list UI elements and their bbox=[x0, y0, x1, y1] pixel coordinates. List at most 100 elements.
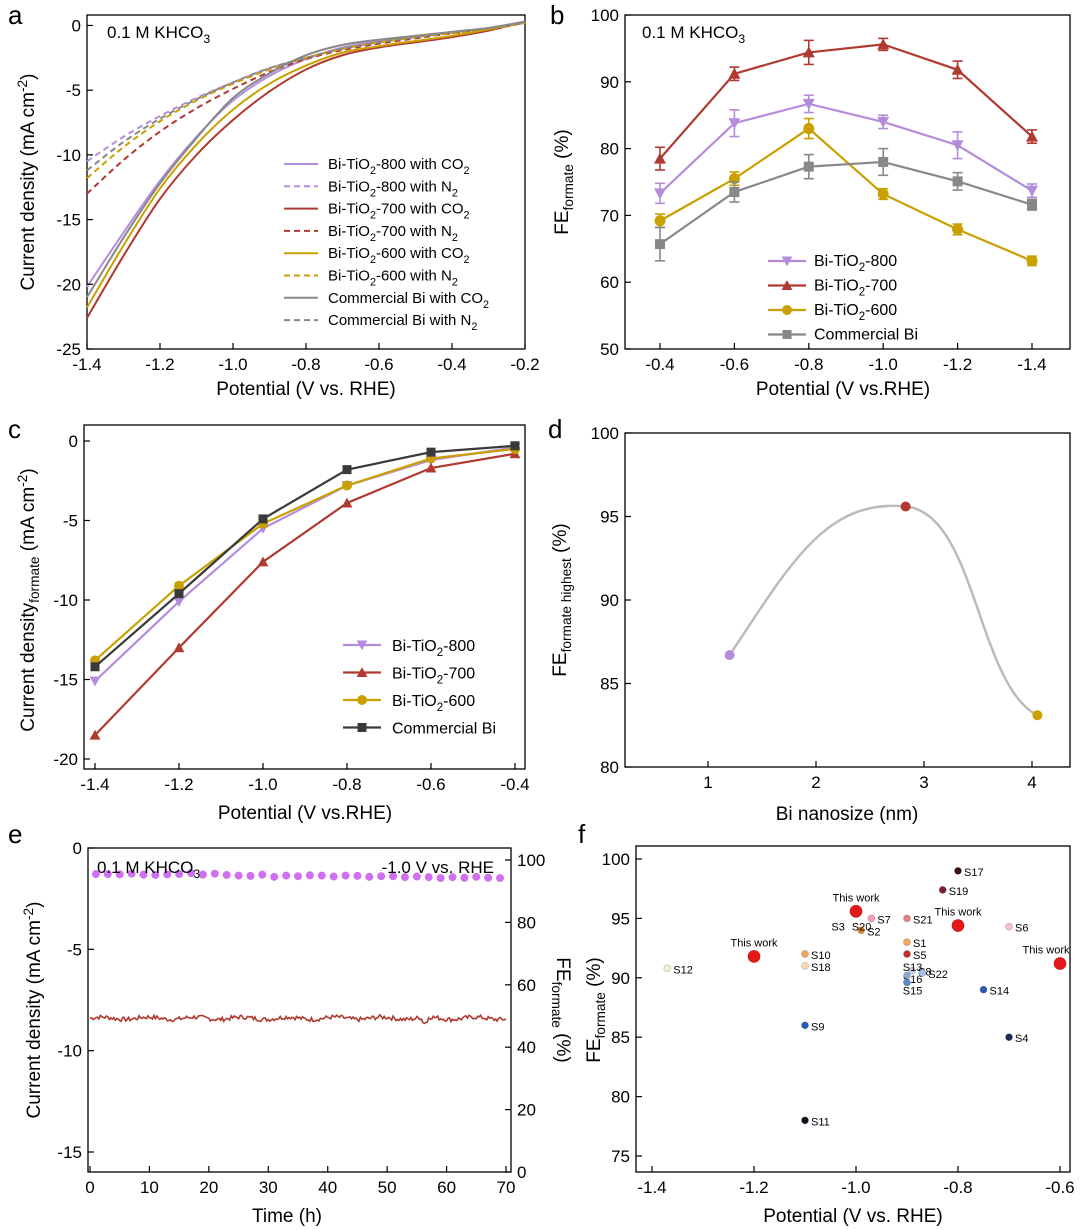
condition-label-part: 0.1 M KHCO bbox=[107, 23, 203, 42]
fe-point bbox=[365, 872, 374, 881]
data-point-b bbox=[654, 152, 666, 164]
data-point-f bbox=[747, 950, 761, 963]
legend-label-part: Bi-TiO bbox=[328, 223, 370, 240]
legend-label-part: 2 bbox=[370, 165, 376, 177]
y-axis-label: FEformate highest (%) bbox=[550, 523, 574, 676]
data-point-f bbox=[979, 985, 988, 994]
point-label: S15 bbox=[903, 986, 923, 998]
data-point-f bbox=[1005, 922, 1013, 931]
x-tick-label: 60 bbox=[437, 1178, 456, 1197]
y2-tick-label: 80 bbox=[517, 913, 536, 932]
x-tick-label: 10 bbox=[140, 1178, 159, 1197]
point-label: S11 bbox=[811, 1116, 830, 1128]
legend-label-part: Bi-TiO bbox=[328, 245, 370, 262]
data-point-b bbox=[654, 188, 666, 200]
point-label: This work bbox=[832, 892, 880, 904]
y-axis-label-part: -2 bbox=[15, 475, 30, 487]
series-line-c-3 bbox=[94, 444, 516, 668]
panel-label: e bbox=[8, 819, 22, 849]
y-tick-label: -10 bbox=[56, 146, 81, 165]
legend-label-part: 2 bbox=[859, 311, 865, 323]
y-tick-label: -15 bbox=[57, 1143, 82, 1162]
data-point-b bbox=[877, 38, 890, 50]
fe-point bbox=[103, 870, 112, 879]
y-axis-label-part: FE bbox=[584, 1038, 605, 1062]
legend-label-part: Bi-TiO bbox=[392, 666, 437, 683]
y-axis-label-part: -2 bbox=[21, 908, 36, 920]
x-tick-label: -0.6 bbox=[416, 775, 445, 794]
data-point-c bbox=[89, 729, 101, 740]
y-tick-label: -20 bbox=[56, 275, 81, 294]
data-point-f bbox=[908, 966, 916, 975]
data-point-c bbox=[342, 465, 352, 475]
legend-label-part: -700 with N bbox=[376, 223, 452, 240]
data-point-f bbox=[1005, 1033, 1013, 1041]
series-line-a-6 bbox=[86, 20, 526, 298]
x-tick-label: -1.2 bbox=[943, 355, 972, 374]
y-tick-label: 80 bbox=[600, 140, 619, 159]
y-axis-label: Current densityformate (mA cm-2) bbox=[15, 468, 42, 731]
legend-label-part: -800 with CO bbox=[376, 156, 464, 173]
y-axis-label-part: ) bbox=[18, 468, 39, 474]
y-axis-label-part: (%) bbox=[552, 129, 573, 164]
y-tick-label: 85 bbox=[600, 675, 619, 694]
x-tick-label: -1.4 bbox=[637, 1178, 666, 1197]
data-point-f bbox=[903, 914, 911, 923]
legend-label-part: 2 bbox=[370, 210, 376, 222]
series-line-a-2 bbox=[86, 20, 526, 319]
y-tick-label: 90 bbox=[611, 969, 630, 988]
y-tick-label: 80 bbox=[611, 1088, 630, 1107]
legend-label: Bi-TiO2-800 with N2 bbox=[328, 178, 458, 199]
x-tick-label: -1.2 bbox=[164, 775, 193, 794]
x-tick-label: -0.2 bbox=[510, 355, 539, 374]
data-point-d bbox=[1032, 710, 1043, 721]
point-label: S4 bbox=[1015, 1033, 1028, 1045]
legend-label: Bi-TiO2-700 with CO2 bbox=[328, 201, 470, 222]
legend-label: Bi-TiO2-600 with N2 bbox=[328, 268, 458, 289]
legend-marker bbox=[781, 280, 793, 290]
x-tick-label: -1.0 bbox=[869, 355, 898, 374]
data-point-f bbox=[663, 964, 672, 973]
condition-label-part: 0.1 M KHCO bbox=[642, 23, 738, 42]
data-point-b bbox=[803, 161, 814, 172]
legend-label-part: -600 bbox=[443, 693, 475, 710]
data-point-b bbox=[952, 176, 963, 187]
legend-marker bbox=[782, 330, 792, 339]
legend-label-part: Bi-TiO bbox=[814, 302, 859, 319]
x-tick-label: -0.8 bbox=[794, 355, 823, 374]
data-point-f bbox=[903, 950, 911, 958]
x-tick-label: -1.2 bbox=[739, 1178, 768, 1197]
legend-label-part: -700 bbox=[443, 666, 475, 683]
y-tick-label: 75 bbox=[611, 1147, 630, 1166]
y-tick-label: 60 bbox=[600, 273, 619, 292]
point-label: S9 bbox=[811, 1021, 824, 1033]
data-point-f bbox=[801, 950, 809, 958]
point-label: S1 bbox=[913, 938, 926, 950]
x-tick-label: -0.6 bbox=[364, 355, 393, 374]
point-label: S18 bbox=[811, 962, 831, 974]
x-axis-label: Bi nanosize (nm) bbox=[776, 804, 919, 825]
data-point-f bbox=[849, 904, 863, 918]
y-axis-label-part: -2 bbox=[15, 80, 30, 92]
legend-label-part: -700 bbox=[865, 278, 897, 295]
panel-c-frame bbox=[83, 424, 526, 770]
condition-label: 0.1 M KHCO3 bbox=[97, 858, 200, 881]
x-tick-label: -0.4 bbox=[437, 355, 466, 374]
data-point-b bbox=[728, 67, 741, 79]
fe-point bbox=[424, 873, 433, 882]
fe-point bbox=[246, 871, 255, 880]
data-point-f bbox=[951, 919, 965, 932]
fe-point bbox=[317, 871, 326, 880]
y-axis-label-part: Current density (mA cm bbox=[24, 920, 45, 1119]
y-axis-label-part: formate bbox=[561, 164, 576, 210]
fe-point bbox=[294, 872, 302, 881]
data-point-f bbox=[801, 1021, 809, 1030]
y-axis-label-part: (%) bbox=[584, 957, 605, 992]
series-line-c-1 bbox=[94, 452, 516, 736]
condition-label-part: 3 bbox=[738, 32, 745, 46]
legend-label-part: 2 bbox=[370, 254, 376, 266]
series-line-b-1 bbox=[659, 43, 1033, 160]
data-point-f bbox=[801, 1116, 809, 1125]
data-point-c bbox=[258, 514, 268, 524]
x-axis-label: Potential (V vs. RHE) bbox=[216, 379, 396, 400]
